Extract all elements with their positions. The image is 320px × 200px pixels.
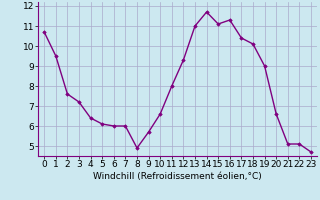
X-axis label: Windchill (Refroidissement éolien,°C): Windchill (Refroidissement éolien,°C) <box>93 172 262 181</box>
